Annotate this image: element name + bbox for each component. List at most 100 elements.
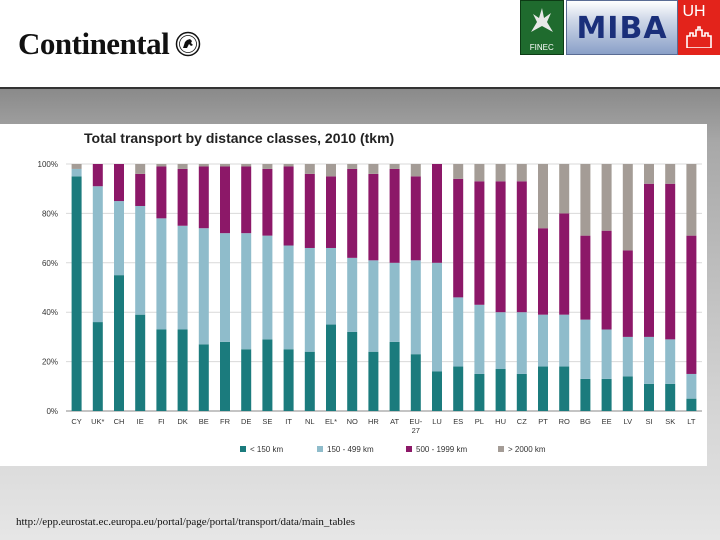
uhh-logo: UH (678, 0, 720, 55)
bar-segment (516, 312, 527, 374)
bar-segment (538, 164, 548, 229)
bar-segment (283, 245, 294, 350)
legend-label: 500 - 1999 km (416, 445, 467, 454)
bar-segment (516, 164, 527, 182)
miba-logo: MIBA (565, 0, 679, 55)
bar-segment (495, 369, 506, 411)
bar-segment (283, 164, 294, 167)
legend-swatch (317, 446, 323, 452)
x-tick-label: SK (665, 417, 675, 426)
bar-segment (580, 235, 591, 320)
bar-segment (559, 213, 570, 315)
bar-segment (114, 164, 124, 202)
bar-segment (410, 354, 421, 411)
x-tick-label: IT (285, 417, 292, 426)
bar-segment (177, 164, 188, 169)
bar-segment (92, 322, 103, 411)
bar-segment (665, 183, 676, 340)
bar-segment (410, 164, 421, 177)
partner-logos: FINEC MIBA UH (520, 0, 720, 55)
bar-segment (453, 178, 464, 298)
bar-segment (304, 164, 315, 174)
bar-segment (304, 247, 315, 352)
source-link[interactable]: http://epp.eurostat.ec.europa.eu/portal/… (16, 516, 356, 528)
x-tick-label: LT (687, 417, 696, 426)
y-tick-label: 100% (38, 160, 58, 169)
bar-segment (644, 164, 654, 184)
bar-segment (644, 336, 654, 384)
bar-segment (538, 314, 548, 367)
bar-segment (495, 312, 506, 370)
legend-swatch (498, 446, 504, 452)
bar-segment (368, 164, 379, 174)
bar-segment (580, 164, 591, 236)
bar-segment (453, 366, 464, 411)
x-tick-label: LU (432, 417, 442, 426)
continental-logo: Continental (18, 24, 201, 64)
bar-segment (283, 349, 294, 411)
bar-segment (622, 376, 633, 411)
bar-segment (389, 262, 400, 342)
bar-segment (686, 398, 697, 411)
y-tick-label: 40% (42, 308, 58, 317)
x-tick-label: PL (475, 417, 484, 426)
x-tick-label: DE (241, 417, 251, 426)
bar-segment (71, 168, 82, 177)
bar-segment (156, 218, 167, 330)
x-tick-label: UK* (91, 417, 104, 426)
legend-swatch (406, 446, 412, 452)
x-tick-label: HU (495, 417, 506, 426)
bar-segment (177, 329, 188, 411)
slide-header: Continental FINEC MIBA UH (0, 0, 720, 88)
bar-segment (686, 235, 697, 374)
bar-segment (516, 373, 527, 411)
bar-segment (665, 339, 676, 384)
chart-panel: Total transport by distance classes, 201… (0, 124, 707, 466)
x-axis-ticks: CY UK* CH IE FI DK BE FR DE SE IT NL EL* NO HR AT EU-27 L… (71, 417, 696, 435)
bar-segment (241, 164, 252, 167)
finec-logo: FINEC (520, 0, 564, 55)
bar-segment (326, 164, 336, 177)
bar-segment (220, 233, 230, 342)
bar-segment (580, 378, 591, 411)
legend-label: 150 - 499 km (327, 445, 374, 454)
continental-logo-text: Continental (18, 26, 170, 61)
bar-segment (601, 378, 612, 411)
bar-segment (601, 164, 612, 231)
bar-segment (474, 304, 485, 374)
bar-segment (665, 164, 676, 184)
chart-title: Total transport by distance classes, 201… (84, 130, 394, 146)
bar-segment (283, 166, 294, 246)
bar-segment (241, 349, 252, 411)
bar-segment (198, 344, 209, 411)
x-tick-label: SE (262, 417, 272, 426)
bar-segment (389, 341, 400, 411)
bar-segment (538, 366, 548, 411)
bar-segment (559, 314, 570, 367)
bar-segment (453, 164, 464, 179)
bar-segment (220, 341, 230, 411)
x-tick-label: BG (580, 417, 591, 426)
bar-segment (198, 166, 209, 229)
bar-segment (368, 351, 379, 411)
bar-segment (516, 181, 527, 313)
bar-segment (262, 235, 273, 340)
y-tick-label: 0% (46, 407, 58, 416)
bar-segment (262, 168, 273, 236)
bar-segment (453, 297, 464, 367)
bar-segment (71, 176, 82, 411)
bars (71, 164, 697, 411)
x-tick-label: NL (305, 417, 315, 426)
bar-segment (686, 373, 697, 399)
bar-segment (262, 339, 273, 411)
bar-segment (135, 205, 146, 315)
miba-logo-text: MIBA (576, 11, 668, 46)
stacked-bar-chart: Total transport by distance classes, 201… (38, 130, 702, 454)
bar-segment (220, 164, 230, 167)
bar-segment (474, 181, 485, 305)
bar-segment (644, 183, 654, 337)
bar-segment (198, 228, 209, 345)
x-tick-label: DK (177, 417, 187, 426)
bar-segment (410, 260, 421, 355)
bar-segment (347, 331, 358, 411)
